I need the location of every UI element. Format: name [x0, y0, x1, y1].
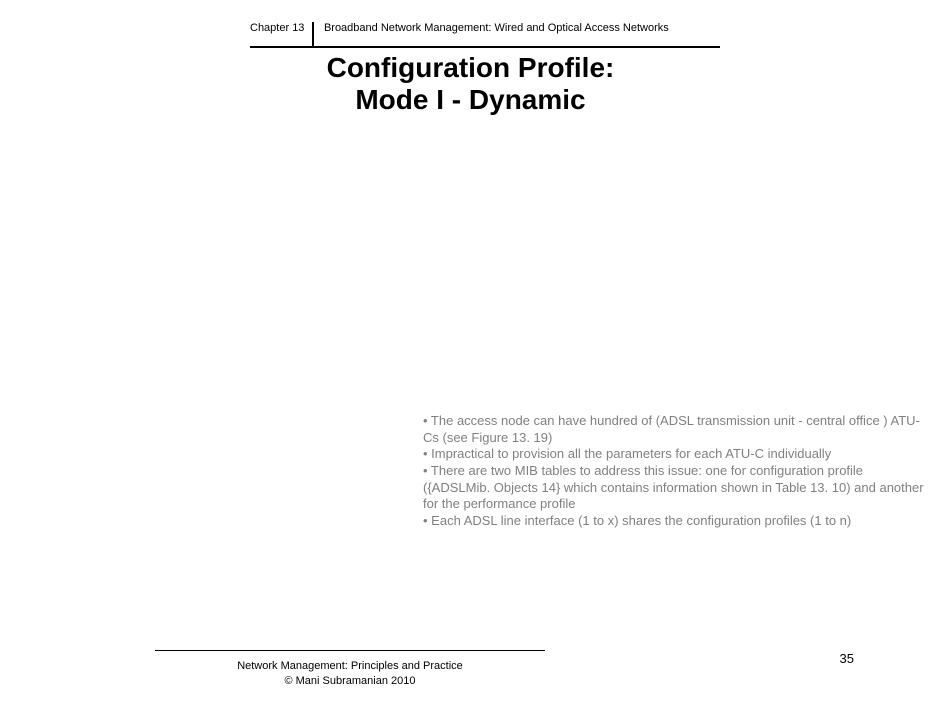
footer-rule: [155, 650, 545, 652]
header-divider: [312, 22, 314, 47]
footer-line-1: Network Management: Principles and Pract…: [155, 659, 545, 673]
notes-bullet: • Impractical to provision all the param…: [423, 446, 928, 463]
page-number: 35: [840, 651, 854, 666]
notes-block: • The access node can have hundred of (A…: [423, 413, 928, 529]
notes-bullet: • Each ADSL line interface (1 to x) shar…: [423, 513, 928, 530]
title-line-1: Configuration Profile:: [0, 52, 941, 84]
header-rule: [250, 46, 720, 48]
chapter-label: Chapter 13: [250, 22, 304, 34]
footer-block: Network Management: Principles and Pract…: [155, 659, 545, 688]
notes-bullet: • The access node can have hundred of (A…: [423, 413, 928, 446]
notes-bullet: • There are two MIB tables to address th…: [423, 463, 928, 513]
header-row: Chapter 13 Broadband Network Management:…: [250, 22, 720, 47]
chapter-title: Broadband Network Management: Wired and …: [324, 22, 669, 34]
slide-title: Configuration Profile: Mode I - Dynamic: [0, 52, 941, 116]
footer-line-2: © Mani Subramanian 2010: [155, 674, 545, 688]
title-line-2: Mode I - Dynamic: [0, 84, 941, 116]
